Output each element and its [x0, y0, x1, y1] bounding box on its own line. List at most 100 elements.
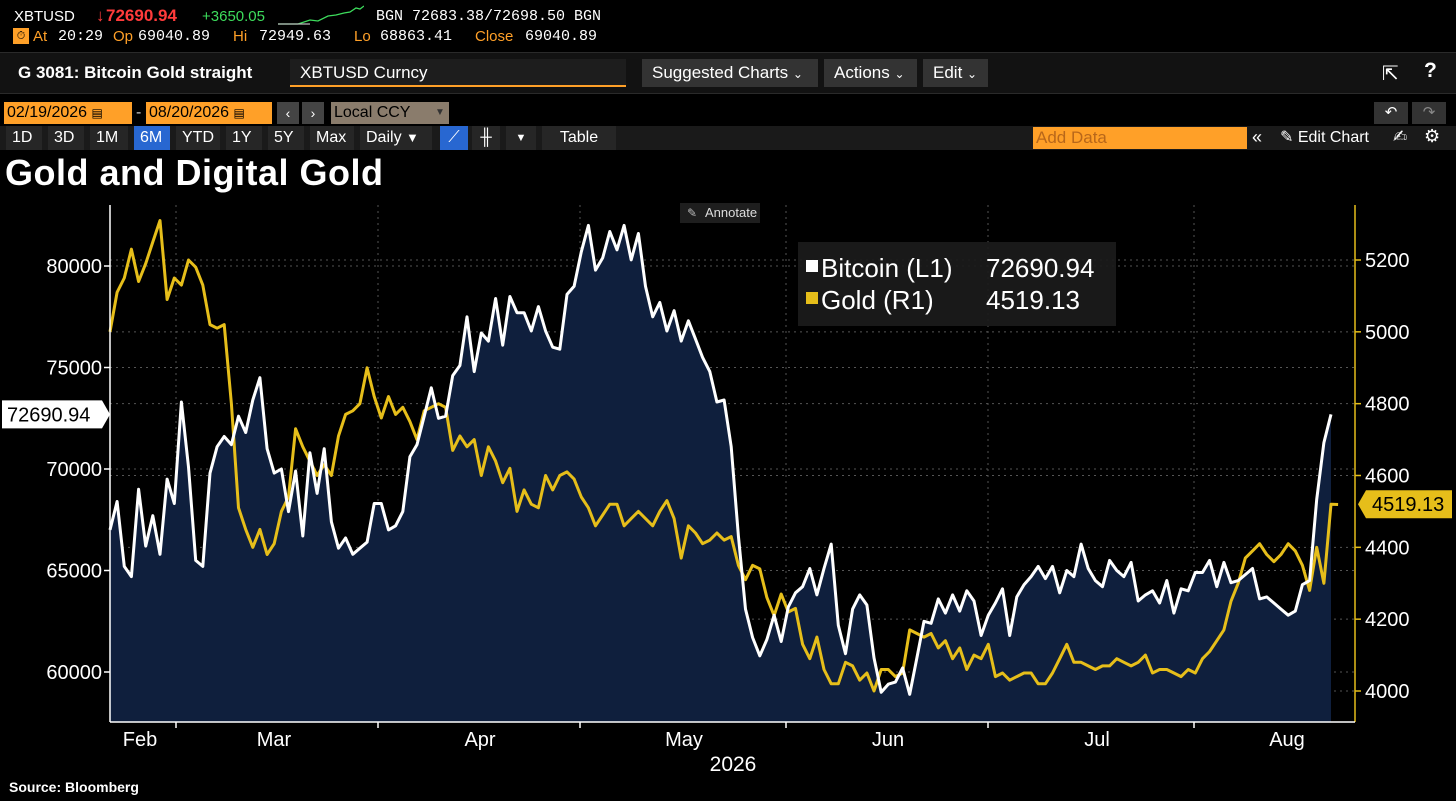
- range-5y-button[interactable]: 5Y: [268, 126, 304, 150]
- price-down-arrow-icon: ↓: [96, 6, 105, 25]
- range-max-button[interactable]: Max: [310, 126, 354, 150]
- bar-chart-button[interactable]: ╫: [472, 126, 500, 150]
- x-tick-label: Jun: [872, 729, 904, 751]
- right-tick-label: 4600: [1365, 466, 1410, 488]
- left-tick-label: 70000: [46, 459, 102, 481]
- frequency-value: Daily: [366, 129, 402, 146]
- bitcoin-last-value-tag: 72690.94: [2, 400, 110, 429]
- quote-bar: XBTUSD ↓ 72690.94 +3650.05 BGN 72683.38/…: [0, 0, 1456, 48]
- bitcoin-legend-swatch: [806, 260, 818, 272]
- range-ytd-button[interactable]: YTD: [176, 126, 220, 150]
- chart-title: Gold and Digital Gold: [5, 152, 384, 193]
- x-tick-label: Jul: [1084, 729, 1110, 751]
- range-3d-button[interactable]: 3D: [48, 126, 84, 150]
- quote-bid-ask: BGN 72683.38/72698.50 BGN: [376, 8, 602, 25]
- x-tick-label: Mar: [257, 729, 292, 751]
- annotate-tool-icon[interactable]: ✍: [1393, 127, 1408, 146]
- chart-plot: 60000 65000 70000 75000 80000 4000 4200 4400 460…: [2, 203, 1452, 776]
- next-period-button[interactable]: ›: [302, 102, 324, 124]
- chart-name: G 3081: Bitcoin Gold straight: [18, 63, 253, 82]
- annotate-button[interactable]: ✎ Annotate: [680, 203, 760, 223]
- gold-legend-swatch: [806, 292, 818, 304]
- x-axis-label: 2026: [710, 753, 757, 776]
- right-tick-label: 4200: [1365, 609, 1410, 631]
- actions-menu[interactable]: Actions ⌄: [824, 59, 917, 87]
- chevron-down-icon: ⌄: [894, 67, 905, 81]
- gear-icon[interactable]: ⚙: [1424, 126, 1441, 146]
- table-button[interactable]: Table: [542, 126, 616, 150]
- x-tick-label: Aug: [1269, 729, 1305, 751]
- quote-change: +3650.05: [202, 8, 265, 25]
- left-tick-label: 60000: [46, 662, 102, 684]
- gold-last-value-tag: 4519.13: [1358, 490, 1452, 519]
- chevron-left-icon: ‹: [285, 105, 291, 121]
- prev-period-button[interactable]: ‹: [277, 102, 299, 124]
- edit-menu[interactable]: Edit ⌄: [923, 59, 988, 87]
- right-tick-label: 4800: [1365, 394, 1410, 416]
- legend-bitcoin-value: 72690.94: [986, 253, 1094, 283]
- at-time: 20:29: [58, 28, 104, 45]
- x-tick-label: Feb: [123, 729, 157, 751]
- low-value: 68863.41: [380, 28, 453, 45]
- open-value: 69040.89: [138, 28, 211, 45]
- sparkline-chart: [278, 5, 364, 25]
- high-label: Hi: [233, 28, 248, 45]
- suggested-charts-label: Suggested Charts: [652, 63, 789, 82]
- chevron-down-icon: ⌄: [792, 67, 803, 81]
- chart-type-dropdown[interactable]: ▼: [506, 126, 536, 150]
- suggested-charts-menu[interactable]: Suggested Charts ⌄: [642, 59, 818, 87]
- gold-last-value-label: 4519.13: [1372, 494, 1444, 516]
- bitcoin-area-fill: [110, 225, 1331, 722]
- bitcoin-series-line: [108, 223, 1333, 696]
- currency-select[interactable]: Local CCY ▼: [331, 102, 449, 124]
- undo-button[interactable]: ↶: [1374, 102, 1408, 124]
- ohlc-chart-icon: ╫: [480, 129, 492, 146]
- actions-label: Actions: [834, 63, 890, 82]
- currency-value: Local CCY: [334, 104, 411, 121]
- dropdown-arrow-icon: ▼: [435, 107, 445, 118]
- chart-title-bar: G 3081: Bitcoin Gold straight XBTUSD Cur…: [0, 52, 1456, 94]
- left-tick-label: 80000: [46, 256, 102, 278]
- redo-icon: ↷: [1422, 104, 1436, 121]
- right-tick-label: 4000: [1365, 681, 1410, 703]
- range-1d-button[interactable]: 1D: [6, 126, 42, 150]
- range-6m-button[interactable]: 6M: [134, 126, 170, 150]
- legend-gold-name: Gold (R1): [821, 285, 934, 315]
- range-1m-button[interactable]: 1M: [90, 126, 128, 150]
- end-date-input[interactable]: 08/20/2026 ▤: [146, 102, 272, 124]
- calendar-icon: ▤: [233, 106, 245, 120]
- redo-button[interactable]: ↷: [1412, 102, 1446, 124]
- close-label: Close: [475, 28, 514, 45]
- legend-gold-value: 4519.13: [986, 285, 1080, 315]
- right-tick-label: 5000: [1365, 322, 1410, 344]
- security-input[interactable]: XBTUSD Curncy: [290, 59, 626, 87]
- high-value: 72949.63: [259, 28, 332, 45]
- range-1y-button[interactable]: 1Y: [226, 126, 262, 150]
- help-icon[interactable]: ?: [1424, 59, 1437, 82]
- dropdown-arrow-icon: ▼: [515, 132, 527, 144]
- right-tick-label: 5200: [1365, 250, 1410, 272]
- quote-ticker[interactable]: XBTUSD: [14, 8, 75, 25]
- close-value: 69040.89: [525, 28, 598, 45]
- chevron-down-icon: ⌄: [967, 67, 978, 81]
- calendar-icon: ▤: [91, 106, 103, 120]
- at-label: At: [33, 28, 48, 45]
- right-tick-label: 4400: [1365, 537, 1410, 559]
- collapse-icon[interactable]: «: [1252, 127, 1263, 147]
- start-date-input[interactable]: 02/19/2026 ▤: [4, 102, 132, 124]
- edit-chart-button[interactable]: ✎ Edit Chart: [1280, 126, 1369, 150]
- legend-bitcoin-name: Bitcoin (L1): [821, 253, 953, 283]
- start-date-value: 02/19/2026: [7, 104, 88, 121]
- dropdown-arrow-icon: ▼: [406, 130, 419, 145]
- edit-label: Edit: [933, 63, 963, 82]
- line-chart-button[interactable]: ⟋: [440, 126, 468, 150]
- export-icon[interactable]: ⇱: [1382, 63, 1399, 85]
- add-data-input[interactable]: Add Data: [1033, 127, 1247, 149]
- low-label: Lo: [354, 28, 371, 45]
- frequency-select[interactable]: Daily ▼: [360, 126, 432, 150]
- left-tick-label: 65000: [46, 561, 102, 583]
- undo-icon: ↶: [1384, 104, 1398, 121]
- gold-series-line: [108, 219, 1339, 693]
- date-range-row: 02/19/2026 ▤ - 08/20/2026 ▤ ‹ › Local CC…: [0, 100, 1456, 126]
- source-note: Source: Bloomberg: [9, 779, 139, 795]
